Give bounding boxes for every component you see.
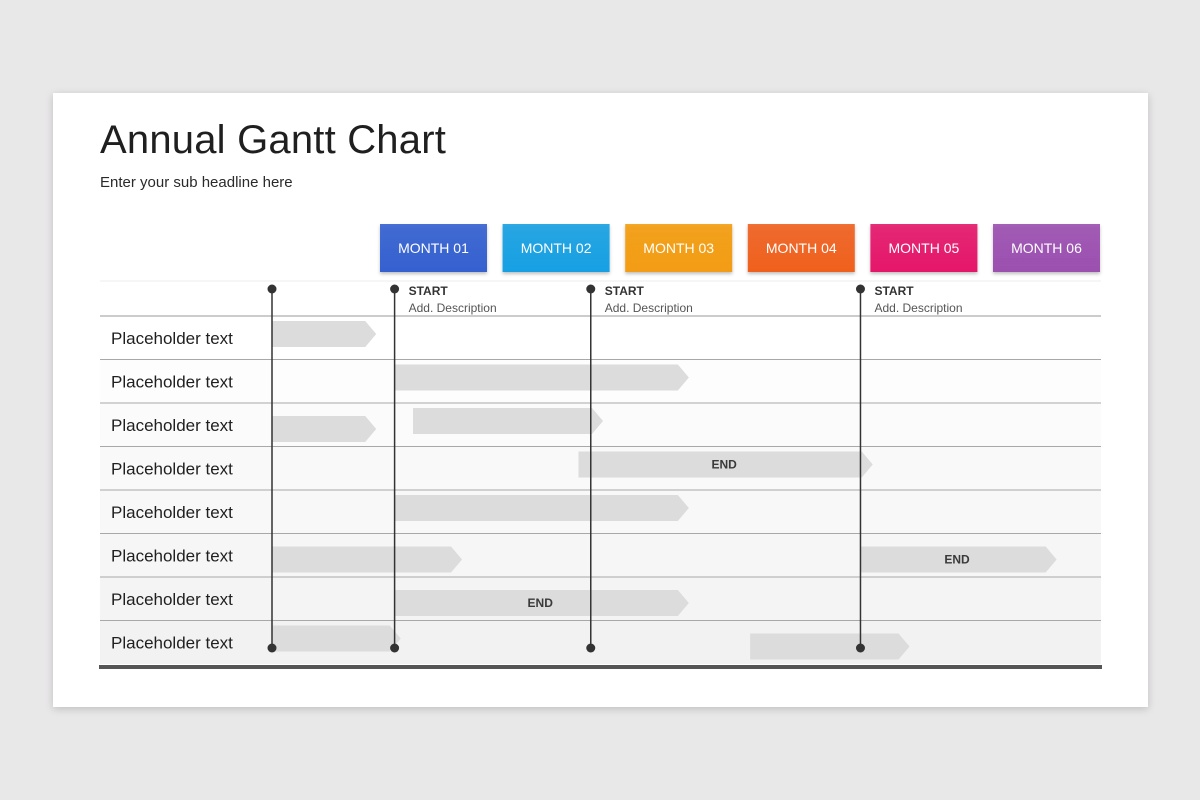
task-bar-label: END bbox=[711, 458, 737, 472]
row-label: Placeholder text bbox=[111, 459, 233, 478]
page-subtitle: Enter your sub headline here bbox=[100, 174, 293, 191]
month-header-box bbox=[993, 224, 1100, 272]
task-bar bbox=[394, 590, 689, 616]
month-header: MONTH 03 bbox=[625, 224, 733, 272]
month-header: MONTH 05 bbox=[870, 224, 978, 272]
milestone-dot-bottom bbox=[586, 643, 596, 653]
task-bar bbox=[394, 495, 689, 521]
milestone-dot-top bbox=[390, 284, 400, 294]
month-header-box bbox=[625, 224, 733, 272]
month-header-box bbox=[870, 224, 978, 272]
milestone-description: Add. Description bbox=[874, 301, 962, 315]
milestone-dot-top bbox=[267, 284, 277, 294]
milestone-title: START bbox=[605, 284, 645, 298]
milestone-dot-bottom bbox=[855, 643, 865, 653]
task-bar bbox=[750, 633, 910, 660]
row-label: Placeholder text bbox=[111, 416, 233, 435]
milestone bbox=[267, 284, 277, 653]
task-bar bbox=[394, 364, 689, 391]
month-header-label: MONTH 05 bbox=[889, 240, 960, 256]
milestone-title: START bbox=[409, 284, 449, 298]
row-label: Placeholder text bbox=[111, 546, 233, 565]
month-header: MONTH 02 bbox=[502, 224, 610, 272]
milestone-dot-bottom bbox=[267, 643, 277, 653]
task-bar-label: END bbox=[944, 553, 970, 567]
task-bar bbox=[272, 321, 377, 347]
month-header-label: MONTH 03 bbox=[643, 240, 714, 256]
row-label: Placeholder text bbox=[111, 633, 233, 652]
month-header: MONTH 06 bbox=[993, 224, 1100, 272]
table-bottom-line bbox=[99, 665, 1102, 669]
row-label: Placeholder text bbox=[111, 372, 233, 391]
milestone: START Add. Description bbox=[855, 284, 963, 653]
milestone-dot-top bbox=[586, 284, 596, 294]
table-row bbox=[100, 316, 1101, 360]
task-bar bbox=[272, 625, 401, 652]
task-bar bbox=[272, 416, 377, 442]
milestone: START Add. Description bbox=[390, 284, 497, 653]
page-title: Annual Gantt Chart bbox=[100, 118, 447, 162]
milestone-dot-bottom bbox=[390, 643, 400, 653]
row-label: Placeholder text bbox=[111, 590, 233, 609]
month-header-box bbox=[380, 224, 487, 272]
milestone-description: Add. Description bbox=[605, 301, 693, 315]
month-header: MONTH 01 bbox=[380, 224, 487, 272]
milestone-dot-top bbox=[855, 284, 865, 294]
table-row bbox=[100, 621, 1101, 664]
task-bar bbox=[412, 408, 604, 434]
month-header-label: MONTH 04 bbox=[766, 240, 837, 256]
month-header-box bbox=[747, 224, 855, 272]
month-header-label: MONTH 01 bbox=[398, 240, 469, 256]
task-bar bbox=[578, 451, 873, 478]
task-bar bbox=[272, 546, 463, 573]
row-label: Placeholder text bbox=[111, 329, 233, 348]
milestone-description: Add. Description bbox=[409, 301, 497, 315]
month-header: MONTH 04 bbox=[747, 224, 855, 272]
task-bar bbox=[860, 546, 1057, 573]
month-header-box bbox=[502, 224, 610, 272]
task-bar-label: END bbox=[528, 596, 554, 610]
milestone-title: START bbox=[874, 284, 914, 298]
row-label: Placeholder text bbox=[111, 503, 233, 522]
month-header-label: MONTH 06 bbox=[1011, 240, 1082, 256]
table-row bbox=[100, 403, 1101, 447]
month-header-label: MONTH 02 bbox=[521, 240, 592, 256]
milestone: START Add. Description bbox=[586, 284, 693, 653]
